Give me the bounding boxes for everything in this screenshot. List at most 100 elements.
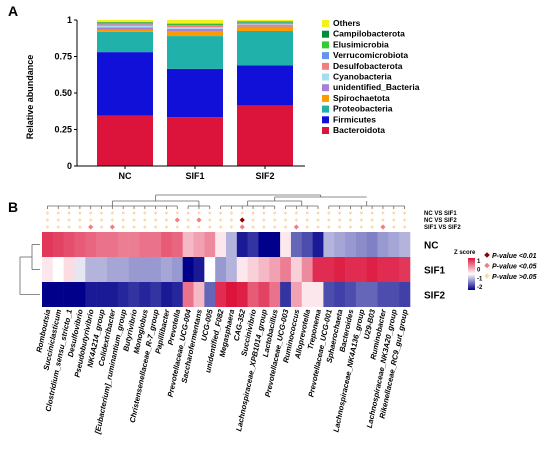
row-dendrogram — [19, 244, 40, 295]
heatmap-cell — [269, 232, 281, 257]
significance-marker — [196, 217, 202, 223]
significance-marker — [316, 218, 320, 222]
heatmap-cell — [171, 282, 184, 307]
significance-marker — [251, 225, 255, 229]
significance-marker — [45, 225, 50, 229]
heatmap-cell — [150, 282, 162, 307]
heatmap-cell — [85, 232, 97, 257]
legend-label: Verrucomicrobiota — [333, 50, 408, 60]
significance-marker — [153, 225, 158, 229]
colorbar-tick-label: -1 — [477, 276, 483, 282]
pvalue-legend-label: P-value >0.05 — [492, 274, 537, 281]
significance-marker — [380, 224, 386, 230]
significance-marker — [305, 218, 309, 222]
significance-marker — [207, 211, 212, 215]
significance-marker — [359, 218, 364, 222]
heatmap-cell — [301, 257, 313, 282]
significance-marker — [316, 225, 320, 229]
significance-marker — [402, 211, 407, 215]
significance-marker — [348, 218, 353, 222]
comparison-label: SIF1 VS SIF2 — [424, 225, 461, 231]
legend-label: Cyanobacteria — [333, 72, 392, 82]
significance-marker — [132, 225, 136, 229]
heatmap-cell — [345, 257, 357, 282]
significance-marker — [229, 211, 234, 215]
significance-marker — [175, 225, 180, 229]
significance-marker — [370, 211, 374, 215]
legend-swatch — [322, 105, 329, 113]
pvalue-legend-label: P-value <0.05 — [492, 263, 537, 270]
bar-segment-sif1-0 — [167, 117, 223, 166]
heatmap-cell — [52, 282, 64, 307]
bar-segment-sif1-7 — [167, 25, 223, 26]
heatmap-cell — [355, 282, 368, 307]
significance-marker — [132, 211, 136, 215]
y-tick-label: 0.75 — [54, 52, 72, 62]
bar-segment-sif1-9 — [167, 23, 223, 25]
significance-marker — [359, 225, 364, 229]
heatmap-cell — [236, 257, 248, 282]
heatmap-cell — [290, 232, 303, 257]
bar-segment-nc-0 — [97, 115, 153, 166]
heatmap-cell — [117, 282, 129, 307]
heatmap-cell — [377, 232, 389, 257]
heatmap-cell — [74, 232, 86, 257]
significance-marker — [99, 225, 104, 229]
row-label-nc: NC — [424, 241, 438, 252]
significance-marker — [88, 224, 94, 230]
significance-marker — [218, 211, 223, 215]
comparison-label: NC VS SIF2 — [424, 218, 457, 224]
significance-marker — [327, 218, 331, 222]
significance-marker — [175, 211, 180, 215]
significance-marker — [272, 211, 277, 215]
significance-marker — [370, 218, 374, 222]
heatmap-cell — [74, 282, 86, 307]
significance-marker — [283, 211, 288, 215]
significance-marker — [45, 211, 50, 215]
heatmap-cell — [301, 282, 313, 307]
heatmap-cell — [334, 282, 346, 307]
bar-segment-sif2-0 — [237, 105, 293, 166]
legend-label: Proteobacteria — [333, 104, 393, 114]
heatmap-cell — [117, 257, 129, 282]
significance-marker — [337, 211, 342, 215]
heatmap-cell — [193, 232, 205, 257]
bar-segment-sif2-9 — [237, 21, 293, 22]
heatmap-cell — [388, 232, 400, 257]
significance-marker — [327, 225, 331, 229]
significance-marker — [186, 218, 190, 222]
significance-marker — [174, 217, 180, 223]
significance-marker — [186, 225, 190, 229]
significance-marker — [391, 218, 396, 222]
y-tick-label: 0.25 — [54, 125, 72, 135]
pvalue-legend-marker — [484, 273, 490, 279]
heatmap-cell — [247, 232, 259, 257]
x-tick-label-sif2: SIF2 — [255, 171, 274, 181]
bar-segment-sif2-8 — [237, 21, 293, 23]
legend-swatch — [322, 62, 329, 70]
significance-marker — [207, 225, 212, 229]
heatmap-cell — [215, 282, 227, 307]
heatmap-cell — [171, 232, 184, 257]
significance-marker — [121, 211, 125, 215]
heatmap-cell — [377, 257, 389, 282]
colorbar-tick-label: 1 — [477, 259, 481, 265]
heatmap-cell — [161, 232, 173, 257]
heatmap-cell — [139, 232, 151, 257]
heatmap-cell — [258, 282, 270, 307]
heatmap-cell — [312, 232, 324, 257]
pvalue-legend-marker — [484, 252, 490, 258]
significance-marker — [391, 211, 396, 215]
significance-marker — [316, 211, 320, 215]
heatmap-cell — [161, 257, 173, 282]
significance-marker — [207, 218, 212, 222]
heatmap-cell — [366, 257, 378, 282]
heatmap-cell — [226, 257, 238, 282]
column-dendrogram — [47, 194, 405, 209]
bar-segment-nc-5 — [97, 25, 153, 28]
legend-label: Others — [333, 18, 361, 28]
heatmap-cell — [247, 282, 259, 307]
bar-segment-sif2-1 — [237, 65, 293, 106]
heatmap-cell — [150, 257, 162, 282]
heatmap-cell — [106, 257, 119, 282]
